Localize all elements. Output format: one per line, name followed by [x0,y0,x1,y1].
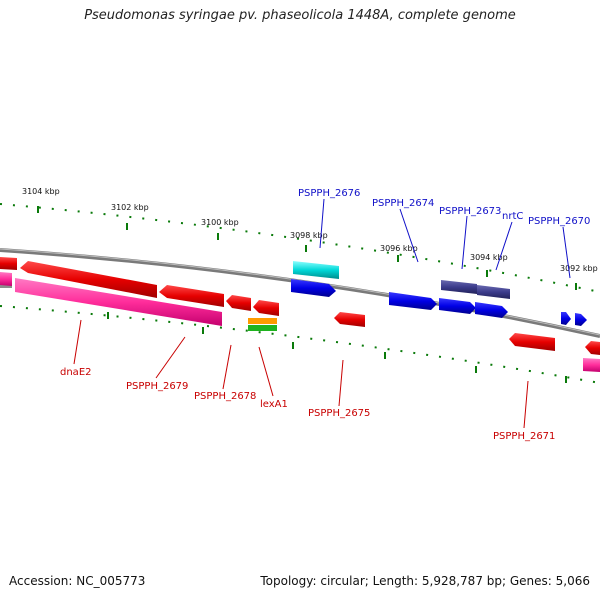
scale-label: 3104 kbp [22,187,60,196]
bottom-label-leaders [73,319,529,429]
operon-bar[interactable] [441,280,477,294]
gene-label-bottom[interactable]: dnaE2 [60,367,92,378]
gene-label-bottom[interactable]: lexA1 [260,399,288,410]
gene-label-top[interactable]: PSPPH_2670 [528,216,590,227]
gene-arrow-forward[interactable] [561,312,571,325]
gene-label-bottom[interactable]: PSPPH_2678 [194,391,256,402]
gene-label-top[interactable]: PSPPH_2676 [298,188,360,199]
gene-arrow-forward[interactable] [475,302,508,318]
outer-scale-ticks [0,203,600,293]
map-title: Pseudomonas syringae pv. phaseolicola 14… [84,8,516,23]
scale-label: 3094 kbp [470,253,508,262]
gene-label-bottom[interactable]: PSPPH_2671 [493,431,555,442]
gene-arrow-reverse[interactable] [585,341,600,355]
gene-arrow-forward[interactable] [575,313,587,326]
scale-label: 3098 kbp [290,231,328,240]
gene-arrow-reverse[interactable] [334,312,365,327]
scale-label: 3102 kbp [111,203,149,212]
gene-label-bottom[interactable]: PSPPH_2679 [126,381,188,392]
scale-label: 3092 kbp [560,264,598,273]
gene-bar-rna[interactable] [293,261,339,279]
topology-text: Topology: circular; Length: 5,928,787 bp… [260,574,590,588]
gene-bar-pseudo[interactable] [583,358,600,372]
gene-bar-pseudo[interactable] [0,272,12,286]
gene-arrow-reverse[interactable] [20,261,157,298]
gene-arrow-forward[interactable] [389,292,437,310]
gene-bar-pseudo[interactable] [15,278,222,326]
gene-arrow-reverse[interactable] [509,333,555,351]
gene-row-forward [291,279,587,326]
gene-row-reverse-lower [334,312,600,355]
scale-label: 3100 kbp [201,218,239,227]
gene-bar-orange[interactable] [248,318,277,324]
operon-bar[interactable] [477,285,510,299]
gene-arrow-forward[interactable] [439,298,476,314]
scale-label: 3096 kbp [380,244,418,253]
gene-label-top[interactable]: nrtC [502,211,523,222]
inner-scale-ticks [0,305,600,384]
gene-arrow-reverse[interactable] [0,257,17,270]
gene-label-top[interactable]: PSPPH_2673 [439,206,501,217]
gene-arrow-reverse[interactable] [253,300,279,316]
top-label-leaders [319,198,571,279]
accession-text: Accession: NC_005773 [9,574,146,588]
gene-bar-green[interactable] [248,325,277,331]
gene-arrow-forward[interactable] [291,279,336,297]
gene-arrow-reverse[interactable] [159,285,224,307]
gene-row-pseudo [0,272,600,372]
gene-label-bottom[interactable]: PSPPH_2675 [308,408,370,419]
gene-label-top[interactable]: PSPPH_2674 [372,198,434,209]
gene-row-reverse-upper [0,257,279,316]
gene-arrow-reverse[interactable] [226,295,251,311]
